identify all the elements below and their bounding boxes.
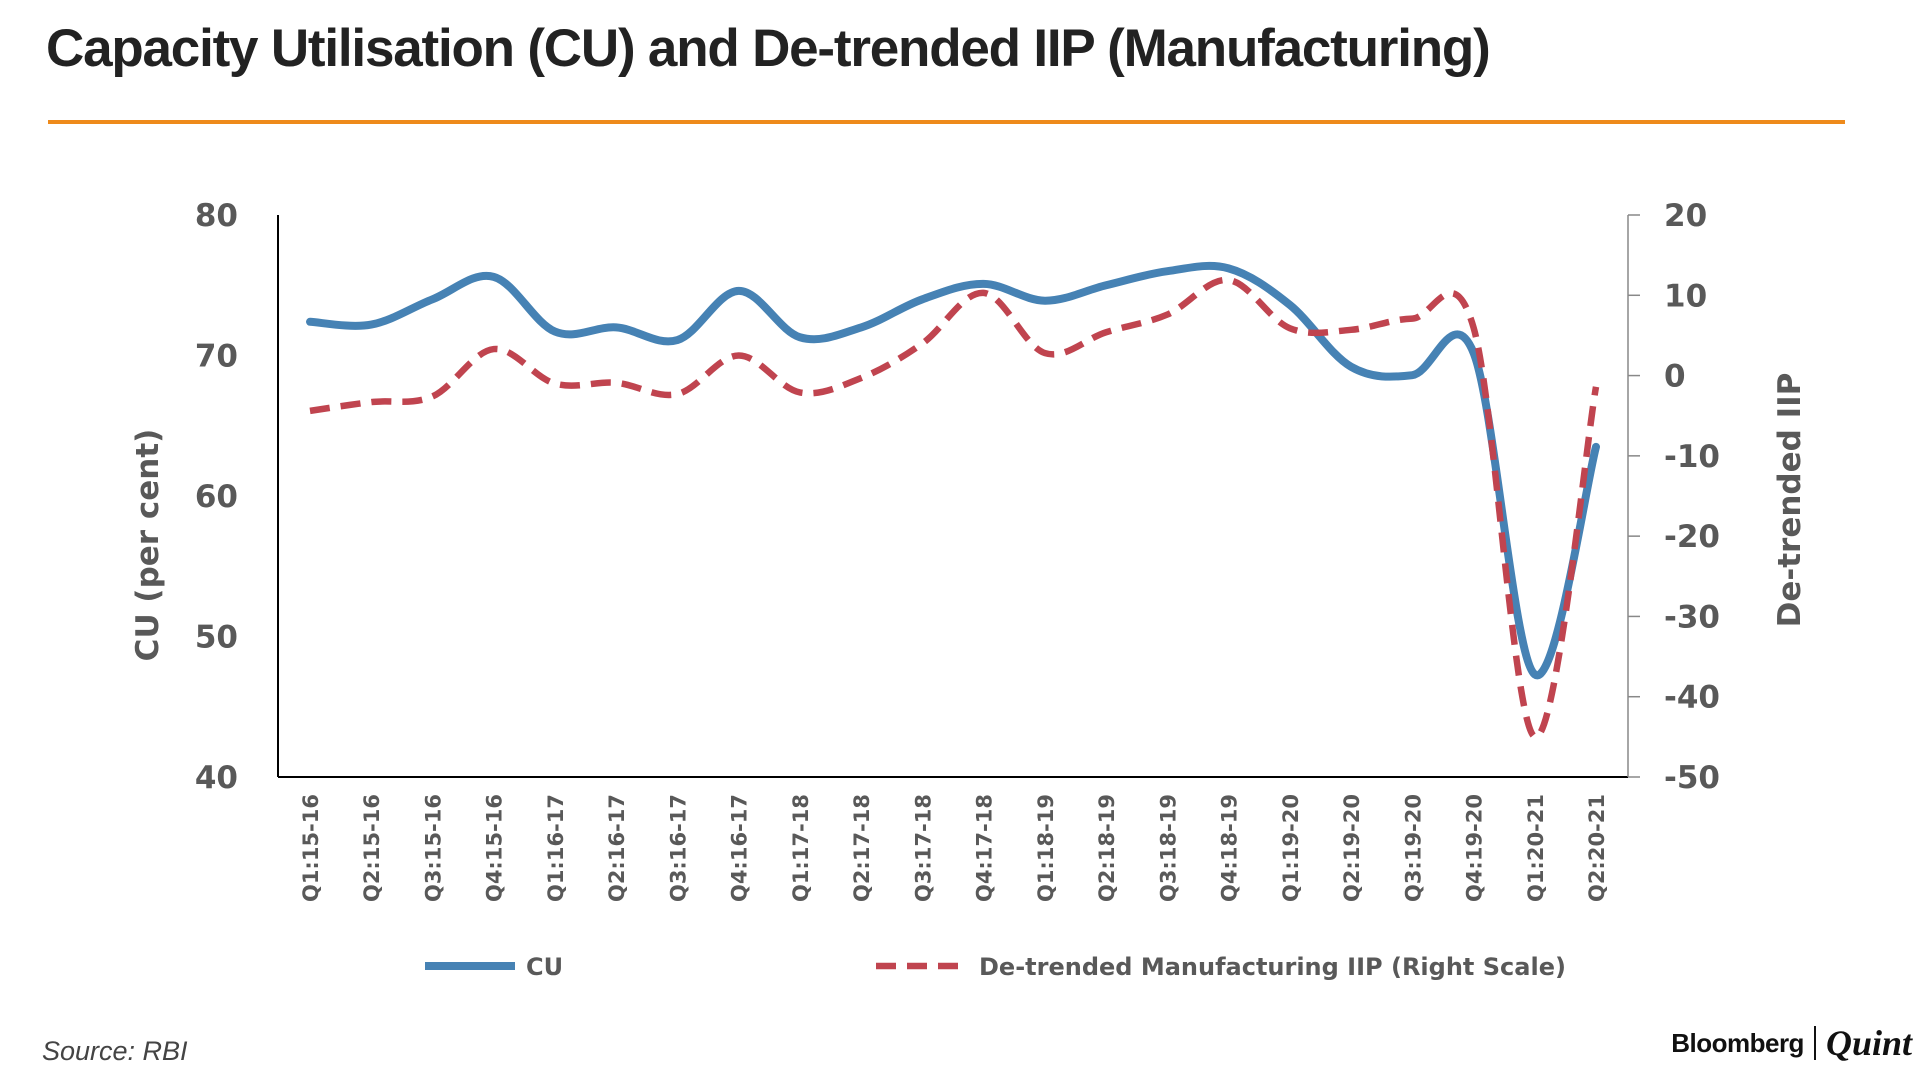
y-axis-title-left: CU (per cent) [130, 429, 166, 662]
x-tick: Q1:16-17 [544, 794, 568, 902]
y-tick-right: 0 [1664, 359, 1686, 395]
chart-title: Capacity Utilisation (CU) and De-trended… [46, 19, 1491, 78]
x-tick: Q3:19-20 [1401, 794, 1425, 902]
x-tick: Q1:15-16 [299, 794, 323, 902]
x-tick: Q3:17-18 [911, 794, 935, 902]
x-tick: Q4:19-20 [1463, 794, 1487, 902]
x-tick: Q1:17-18 [789, 794, 813, 902]
y-tick-left: 50 [195, 620, 238, 656]
y-tick-right: -20 [1664, 519, 1720, 555]
x-tick: Q1:18-19 [1034, 794, 1058, 902]
y-tick-right: 10 [1664, 278, 1707, 314]
x-tick: Q4:17-18 [973, 794, 997, 902]
x-tick: Q2:19-20 [1340, 794, 1364, 902]
title-rule [48, 120, 1845, 124]
x-tick: Q2:20-21 [1585, 794, 1609, 902]
y-tick-left: 80 [195, 198, 238, 234]
legend-label-iip: De-trended Manufacturing IIP (Right Scal… [979, 953, 1566, 981]
x-tick: Q3:15-16 [421, 794, 445, 902]
series-line-iip [309, 276, 1600, 741]
logo-divider [1813, 1026, 1816, 1060]
y-tick-right: -40 [1664, 680, 1720, 716]
bloomberg-quint-logo: Bloomberg Quint [1671, 1022, 1912, 1064]
series-line-cu [306, 262, 1600, 680]
x-tick: Q2:18-19 [1095, 794, 1119, 902]
x-tick: Q2:16-17 [605, 794, 629, 902]
y-axis-title-right: De-trended IIP [1772, 373, 1808, 628]
x-tick: Q2:15-16 [360, 794, 384, 902]
y-tick-right: -10 [1664, 439, 1720, 475]
source-note: Source: RBI [42, 1036, 188, 1066]
x-tick: Q4:18-19 [1218, 794, 1242, 902]
x-tick: Q4:15-16 [483, 794, 507, 902]
y-tick-right: -30 [1664, 599, 1720, 635]
logo-sub: Quint [1825, 1023, 1912, 1063]
x-tick: Q4:16-17 [728, 794, 752, 902]
y-tick-right: -50 [1664, 760, 1720, 796]
x-tick: Q3:16-17 [666, 794, 690, 902]
y-tick-left: 40 [195, 760, 238, 796]
x-tick: Q2:17-18 [850, 794, 874, 902]
x-tick: Q1:20-21 [1524, 794, 1548, 902]
x-tick: Q1:19-20 [1279, 794, 1303, 902]
legend-label-cu: CU [526, 953, 563, 981]
y-tick-left: 60 [195, 479, 238, 515]
x-tick: Q3:18-19 [1156, 794, 1180, 902]
logo-brand: Bloomberg [1671, 1027, 1804, 1058]
y-tick-right: 20 [1664, 198, 1707, 234]
y-tick-left: 70 [195, 339, 238, 375]
